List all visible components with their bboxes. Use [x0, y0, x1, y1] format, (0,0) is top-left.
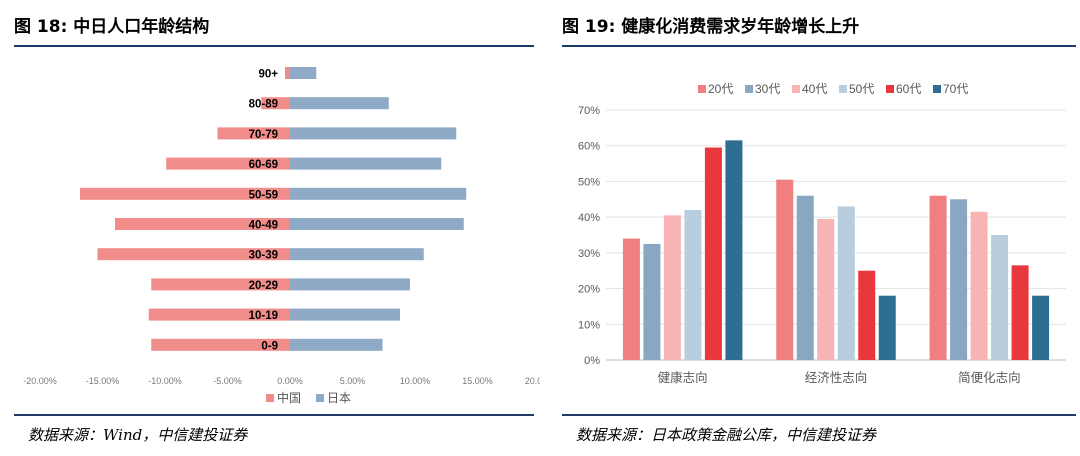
bar-70代-简便化志向: [1032, 295, 1050, 360]
bar-japan-50-59: [290, 187, 467, 200]
x-tick-label: 0.00%: [277, 376, 303, 386]
bar-20代-经济性志向: [776, 179, 794, 360]
bar-japan-80-89: [290, 97, 389, 110]
x-tick-label: 15.00%: [462, 376, 493, 386]
bar-japan-20-29: [290, 278, 410, 291]
legend-swatch-20代: [698, 85, 706, 93]
legend-label: 70代: [943, 82, 968, 96]
legend-label: 中国: [277, 390, 301, 405]
x-tick-label: -20.00%: [23, 376, 57, 386]
x-tick-label: -10.00%: [148, 376, 182, 386]
legend-label: 40代: [802, 82, 827, 96]
bar-china-20-29: [151, 278, 290, 291]
bar-japan-70-79: [290, 127, 457, 140]
bar-30代-经济性志向: [796, 195, 814, 360]
category-label: 简便化志向: [958, 370, 1021, 385]
bar-30代-健康志向: [643, 243, 661, 360]
bar-50代-简便化志向: [991, 235, 1009, 360]
legend-swatch-60代: [886, 85, 894, 93]
y-tick-label: 20%: [578, 284, 600, 296]
health-consumption-bar-chart: 0% 10% 20% 30% 40% 50% 60% 70% 健康志向 经济性志向 简便化志向 20代…: [578, 82, 1066, 385]
age-label: 60-69: [249, 159, 278, 171]
age-label: 20-29: [249, 280, 278, 292]
legend-swatch-40代: [792, 85, 800, 93]
legend-label: 50代: [849, 82, 874, 96]
legend-swatch-30代: [745, 85, 753, 93]
bar-china-10-19: [148, 308, 290, 321]
legend-label: 60代: [896, 82, 921, 96]
legend-swatch-japan: [316, 394, 324, 402]
bar-40代-健康志向: [663, 215, 681, 360]
bar-60代-健康志向: [704, 147, 722, 360]
figure-18-top-rule: [14, 45, 534, 47]
bar-japan-30-39: [290, 248, 424, 261]
bar-50代-健康志向: [684, 210, 702, 360]
age-label: 40-49: [249, 220, 278, 232]
bar-japan-40-49: [290, 218, 464, 230]
bar-70代-健康志向: [725, 140, 743, 360]
bar-japan-10-19: [290, 308, 400, 321]
y-tick-label: 70%: [578, 105, 600, 117]
legend-swatch-70代: [933, 85, 941, 93]
bar-china-90+: [285, 67, 290, 79]
figure-19-panel: 图 19: 健康化消费需求岁年龄增长上升 0% 10% 20% 30% 40% 50% 60…: [548, 0, 1080, 456]
bar-china-80-89: [261, 97, 290, 110]
age-label: 30-39: [249, 250, 278, 262]
x-tick-label: 10.00%: [400, 376, 431, 386]
x-tick-label: -5.00%: [213, 376, 242, 386]
bar-china-30-39: [97, 248, 290, 261]
figure-18-bottom-rule: [14, 414, 534, 416]
y-tick-label: 10%: [578, 319, 600, 331]
figure-19-top-rule: [562, 45, 1076, 47]
figure-18-source: 数据来源：Wind，中信建投证券: [28, 426, 248, 444]
figure-18-panel: 图 18: 中日人口年龄结构 90+ 80-89 70-79 60-69 50-59 40…: [14, 17, 540, 444]
category-label: 健康志向: [658, 370, 708, 385]
bar-50代-经济性志向: [837, 206, 855, 360]
y-tick-label: 60%: [578, 141, 600, 153]
y-tick-label: 0%: [584, 355, 600, 367]
bar-20代-健康志向: [622, 238, 640, 360]
x-tick-label: -15.00%: [86, 376, 120, 386]
x-tick-label: 5.00%: [340, 376, 366, 386]
age-label: 90+: [258, 69, 278, 81]
age-label: 70-79: [249, 129, 278, 141]
bar-china-50-59: [80, 187, 290, 200]
legend-swatch-china: [266, 394, 274, 402]
bar-20代-简便化志向: [929, 195, 947, 360]
bar-china-60-69: [166, 157, 290, 170]
bar-japan-60-69: [290, 157, 442, 170]
bar-china-70-79: [217, 127, 290, 140]
category-label: 经济性志向: [805, 370, 868, 385]
legend-swatch-50代: [839, 85, 847, 93]
figure-19-title: 图 19: 健康化消费需求岁年龄增长上升: [562, 17, 860, 37]
y-tick-label: 40%: [578, 212, 600, 224]
age-label: 0-9: [261, 340, 278, 352]
x-tick-label: 20.00%: [525, 376, 540, 386]
bar-china-0-9: [151, 338, 290, 351]
bar-china-40-49: [115, 218, 290, 230]
age-label: 10-19: [249, 310, 278, 322]
legend-label: 20代: [708, 82, 733, 96]
legend-label: 日本: [327, 391, 351, 405]
figure-19-bottom-rule: [562, 414, 1076, 416]
bar-japan-90+: [290, 67, 317, 79]
legend-label: 30代: [755, 82, 780, 96]
bar-60代-经济性志向: [858, 270, 876, 360]
age-label: 80-89: [249, 99, 278, 111]
population-pyramid-chart: 90+ 80-89 70-79 60-69 50-59 40-49 30-39 20-29 10…: [23, 67, 540, 405]
figure-18-title: 图 18: 中日人口年龄结构: [14, 17, 210, 37]
age-label: 50-59: [249, 189, 278, 201]
figure-19-source: 数据来源：日本政策金融公库，中信建投证券: [576, 426, 877, 444]
bar-60代-简便化志向: [1011, 265, 1029, 360]
bar-japan-0-9: [290, 338, 383, 351]
y-tick-label: 50%: [578, 176, 600, 188]
bar-70代-经济性志向: [878, 295, 896, 360]
bar-40代-经济性志向: [817, 218, 835, 360]
bar-30代-简便化志向: [950, 199, 968, 360]
y-tick-label: 30%: [578, 248, 600, 260]
bar-40代-简便化志向: [970, 211, 988, 360]
